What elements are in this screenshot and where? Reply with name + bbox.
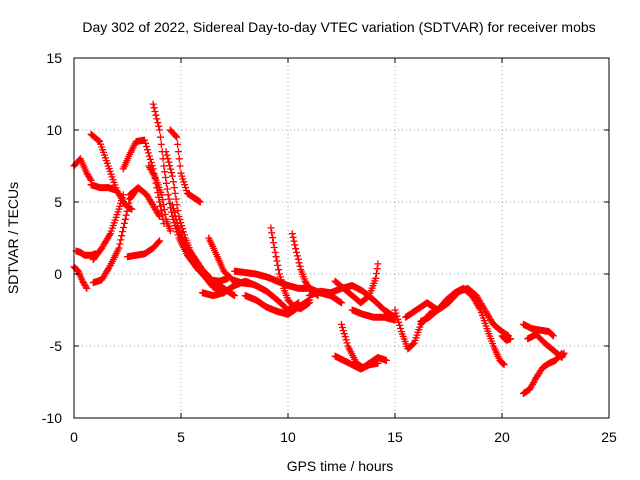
series-arc-10 [126, 184, 164, 220]
data-point-markers [70, 263, 91, 292]
x-tick-label: 15 [387, 429, 403, 445]
series-arc-33 [519, 349, 566, 397]
data-point-markers [87, 181, 121, 194]
series-arc-13 [166, 126, 204, 206]
data-point-markers [87, 130, 136, 213]
x-axis-label: GPS time / hours [287, 458, 394, 474]
series-arc-32 [519, 320, 557, 340]
data-point-markers [519, 349, 566, 397]
data-point-markers [145, 162, 174, 235]
y-tick-label: 0 [54, 266, 62, 282]
series-arc-23 [331, 260, 382, 307]
data-point-markers [519, 320, 557, 340]
series-arc-7 [89, 191, 127, 264]
series-arc-30 [498, 332, 515, 344]
y-tick-label: -10 [42, 410, 62, 426]
series-arc-29 [417, 284, 508, 369]
y-axis-label: SDTVAR / TECUs [5, 182, 21, 294]
x-tick-label: 10 [280, 429, 296, 445]
plot-frame [73, 57, 610, 419]
series-arc-11 [145, 162, 174, 235]
y-tick-label: 10 [46, 122, 62, 138]
x-tick-label: 25 [601, 429, 617, 445]
x-tick-label: 0 [70, 429, 78, 445]
series-arc-2 [70, 263, 91, 292]
y-tick-label: -5 [50, 338, 63, 354]
data-point-markers [89, 191, 127, 264]
x-tick-label: 20 [494, 429, 510, 445]
x-tick-label: 5 [177, 429, 185, 445]
data-point-markers [126, 184, 164, 220]
chart-title: Day 302 of 2022, Sidereal Day-to-day VTE… [82, 19, 595, 35]
series-arc-25 [331, 352, 382, 373]
y-tick-label: 5 [54, 194, 62, 210]
series-arc-14 [162, 148, 228, 295]
data-point-markers [166, 126, 204, 206]
series-arc-26 [348, 306, 399, 324]
series-arc-21 [241, 292, 313, 318]
data-point-markers [331, 352, 382, 373]
data-point-markers [498, 332, 515, 344]
series-arc-4 [87, 130, 136, 213]
data-point-markers [124, 237, 164, 261]
data-point-markers [241, 292, 313, 318]
data-point-markers [417, 284, 508, 369]
y-tick-label: 15 [46, 50, 62, 66]
data-marks [70, 100, 568, 397]
axis-ticks: 0 5 10 15 20 25 -10 -5 0 5 10 15 [42, 50, 617, 445]
data-point-markers [305, 282, 399, 321]
series-arc-18 [198, 277, 303, 314]
series-arc-9 [124, 237, 164, 261]
data-point-markers [331, 260, 382, 307]
data-point-markers [198, 277, 303, 314]
series-arc-22 [305, 282, 399, 321]
data-point-markers [348, 306, 399, 324]
series-arc-5 [87, 181, 121, 194]
data-point-markers [162, 148, 228, 295]
